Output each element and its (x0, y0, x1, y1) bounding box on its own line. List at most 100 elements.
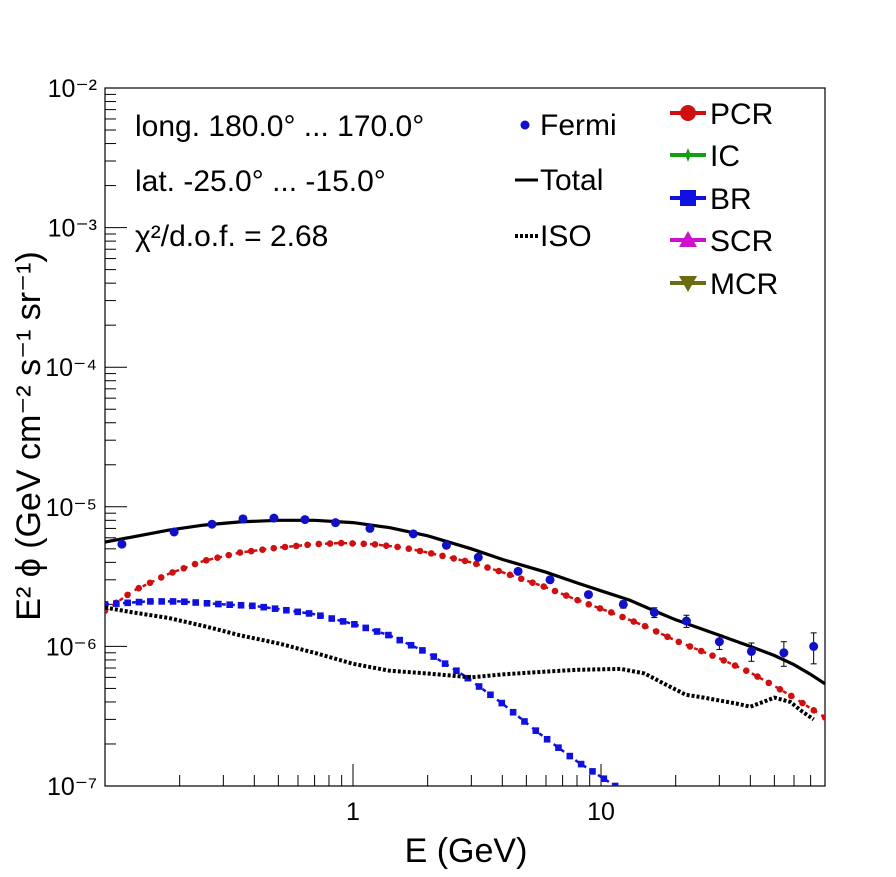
y-tick-label: 10⁻² (48, 75, 97, 103)
pcr-marker (742, 667, 750, 674)
br-marker (600, 775, 608, 782)
y-tick-label: 10⁻⁶ (46, 633, 97, 661)
legend-iso-label: ISO (540, 220, 592, 253)
fermi-data-points (117, 513, 819, 667)
pcr-marker (382, 542, 390, 549)
legend-mcr-marker (679, 276, 697, 292)
fermi-point (441, 540, 451, 550)
pcr-marker (180, 564, 188, 572)
fermi-point (169, 527, 179, 537)
pcr-marker (652, 628, 660, 635)
br-marker (453, 667, 460, 675)
pcr-marker (191, 560, 199, 568)
br-marker (351, 621, 358, 628)
pcr-marker (686, 643, 694, 650)
pcr-marker (810, 707, 818, 714)
br-marker (577, 760, 585, 768)
br-marker (260, 603, 268, 611)
pcr-marker (281, 543, 289, 551)
pcr-marker (450, 555, 458, 562)
pcr-marker (495, 567, 503, 575)
pcr-marker (517, 575, 525, 583)
pcr-marker (529, 579, 536, 586)
pcr-marker (472, 560, 480, 568)
fermi-point (583, 590, 593, 600)
pcr-marker (506, 571, 514, 579)
pcr-marker (776, 686, 784, 693)
pcr-marker (270, 544, 278, 552)
pcr-marker (596, 605, 604, 612)
pcr-marker (574, 596, 581, 604)
br-marker (105, 601, 109, 608)
fermi-point (809, 641, 819, 651)
br-marker (441, 660, 449, 667)
y-tick-label: 10⁻³ (48, 215, 97, 243)
br-marker (475, 683, 483, 690)
pcr-marker (641, 622, 649, 630)
fermi-point (365, 523, 375, 533)
pcr-marker (439, 552, 446, 560)
fermi-point (331, 518, 341, 528)
pcr-marker (607, 609, 615, 616)
pcr-marker (304, 541, 311, 549)
pcr-marker (697, 647, 705, 655)
br-marker (396, 636, 404, 644)
legend-pcr-label: PCR (710, 98, 773, 131)
annotation-chi2: χ²/d.o.f. = 2.68 (135, 220, 328, 253)
pcr-marker (427, 550, 435, 557)
pcr-marker (675, 638, 683, 646)
br-marker (532, 727, 540, 734)
br-marker (158, 598, 165, 605)
br-marker (317, 612, 324, 619)
br-marker (339, 618, 347, 625)
fermi-point (618, 599, 628, 609)
br-marker (487, 691, 494, 699)
br-marker (192, 599, 199, 606)
legend-br-label: BR (710, 183, 752, 216)
pcr-marker (326, 540, 334, 547)
pcr-marker (394, 543, 401, 551)
br-marker (419, 647, 426, 654)
br-marker (362, 624, 370, 632)
br-marker (328, 615, 336, 622)
pcr-marker (202, 556, 210, 564)
br-marker (147, 598, 154, 605)
pcr-marker (664, 633, 671, 641)
fermi-point (269, 513, 279, 523)
fermi-point (545, 575, 555, 585)
fermi-point (117, 539, 127, 549)
legend-scr-label: SCR (710, 225, 773, 258)
annotation-longitude: long. 180.0° ... 170.0° (135, 110, 424, 143)
br-marker (181, 598, 188, 606)
fermi-point (300, 515, 310, 525)
br-marker (169, 598, 177, 605)
pcr-marker (709, 652, 716, 659)
br-marker (283, 606, 290, 614)
pcr-marker (315, 540, 323, 548)
pcr-marker (247, 547, 255, 555)
pcr-marker (484, 564, 491, 571)
br-marker (237, 601, 245, 609)
x-tick-label: 1 (346, 798, 360, 826)
y-axis-title: E² ϕ (GeV cm⁻² s⁻¹ sr⁻¹) (10, 251, 48, 620)
pcr-marker (461, 557, 469, 565)
br-marker (589, 768, 596, 775)
pcr-marker (371, 541, 379, 548)
br-marker (215, 600, 222, 608)
br-marker (113, 600, 120, 607)
plot-area-border (104, 87, 826, 787)
pcr-marker (754, 673, 761, 680)
legend-mcr-label: MCR (710, 268, 778, 301)
legend-br-marker (680, 190, 696, 206)
br-marker (385, 631, 392, 639)
fermi-point (681, 616, 691, 626)
pcr-marker (765, 679, 773, 687)
x-axis-title: E (GeV) (405, 832, 528, 870)
x-tick-label: 10 (587, 798, 615, 826)
br-marker (135, 598, 143, 606)
y-tick-label: 10⁻⁴ (45, 354, 97, 382)
pcr-marker (799, 699, 806, 707)
br-marker (555, 744, 562, 751)
pcr-marker (236, 549, 244, 556)
